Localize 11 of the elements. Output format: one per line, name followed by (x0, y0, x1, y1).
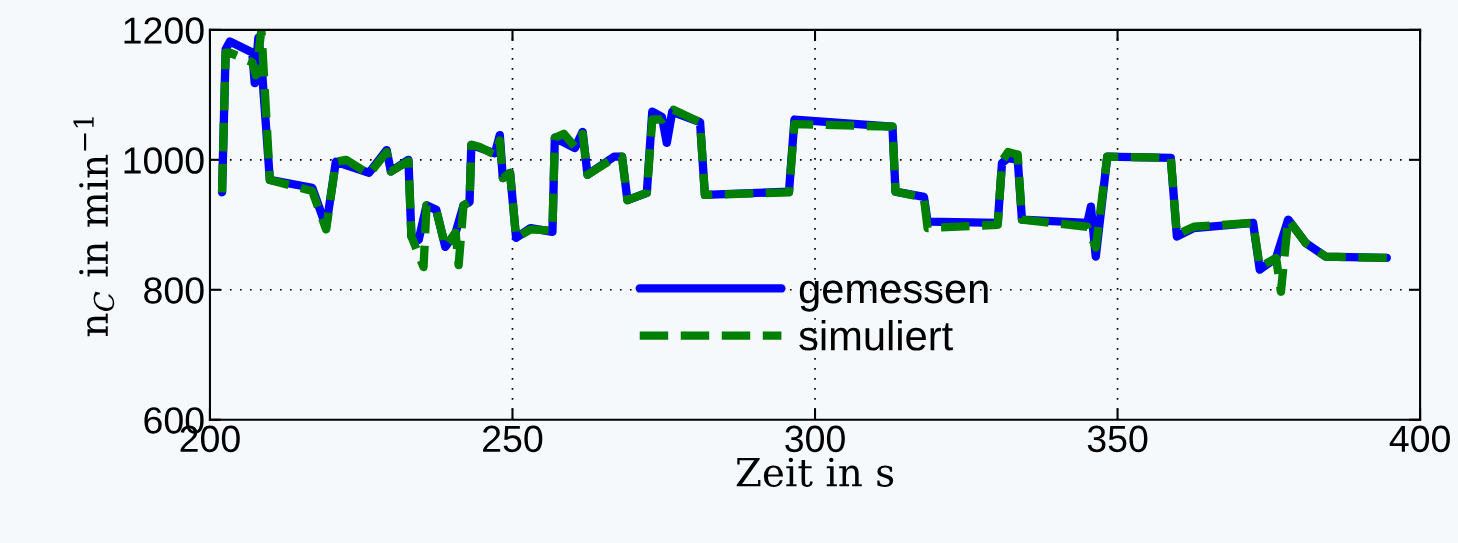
y-tick-label: 800 (144, 277, 204, 304)
x-tick-label: 400 (1389, 425, 1450, 453)
legend-label: gemessen (799, 280, 988, 312)
x-tick-label: 300 (785, 425, 845, 453)
y-tick-label: 1000 (124, 147, 204, 174)
x-axis-title: Zeit in s (736, 457, 894, 487)
x-tick-label: 350 (1087, 425, 1148, 453)
y-axis-title: n$_{C}$ in min$^{−1}$ (73, 117, 115, 337)
legend-label: simuliert (799, 320, 953, 351)
x-tick-label: 250 (483, 425, 543, 453)
y-tick-label: 1200 (124, 17, 204, 44)
